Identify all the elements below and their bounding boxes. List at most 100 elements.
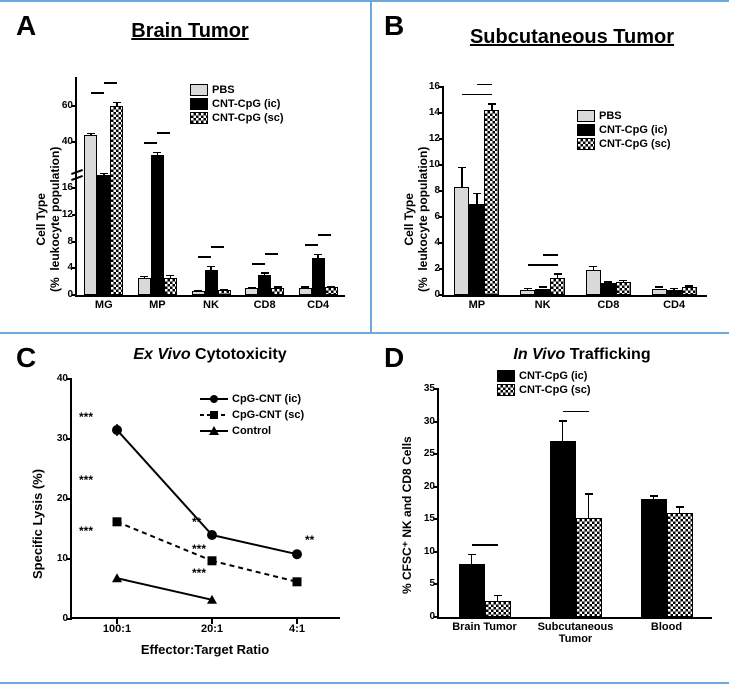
bar-pbs [652, 289, 667, 296]
cat-label: MG [77, 299, 131, 311]
line-swatch-square [200, 408, 228, 422]
legend-row-ic: CNT-CpG (ic) [190, 98, 284, 110]
panel-d-ylabel: % CFSC⁺ NK and CD8 Cells [400, 436, 414, 594]
legend-label: CNT-CpG (sc) [519, 384, 591, 396]
cat-label: Brain Tumor [439, 621, 530, 633]
bar-sc [667, 513, 693, 617]
bar-sc [485, 601, 511, 617]
swatch-sc [577, 138, 595, 150]
legend-row-sc: CNT-CpG (sc) [497, 384, 591, 396]
svg-text:***: *** [79, 524, 93, 538]
svg-text:***: *** [192, 566, 206, 580]
bar-sc [682, 287, 697, 295]
svg-text:***: *** [192, 542, 206, 556]
bar-sc [484, 110, 499, 295]
bar-pbs [192, 291, 205, 295]
cat-label: NK [510, 299, 576, 311]
bar-ic [550, 441, 576, 617]
svg-text:**: ** [192, 515, 202, 529]
swatch-ic [497, 370, 515, 382]
swatch-pbs [190, 84, 208, 96]
panel-d-legend: CNT-CpG (ic) CNT-CpG (sc) [497, 370, 591, 398]
panel-a: A Brain Tumor Cell Type(% leukocyte popu… [0, 2, 370, 332]
swatch-sc [190, 112, 208, 124]
bar-pbs [520, 290, 535, 295]
bar-pbs [138, 278, 151, 295]
panel-c-label: C [16, 342, 36, 374]
cat-label: Blood [621, 621, 712, 633]
legend-label: Control [232, 425, 271, 437]
legend-row-ic: CNT-CpG (ic) [497, 370, 591, 382]
panel-d-subtitle: In Vivo Trafficking [482, 346, 682, 364]
cat-label: CD4 [641, 299, 707, 311]
bar-ic [205, 270, 218, 295]
bar-pbs [245, 288, 258, 295]
legend-label: PBS [212, 84, 235, 96]
svg-text:***: *** [79, 473, 93, 487]
legend-label: CNT-CpG (ic) [212, 98, 280, 110]
cat-label: CD4 [291, 299, 345, 311]
panel-c-ylabel: Specific Lysis (%) [30, 469, 45, 579]
legend-label: PBS [599, 110, 622, 122]
bar-ic [459, 564, 485, 617]
bar-pbs [586, 270, 601, 295]
cat-label: CD8 [238, 299, 292, 311]
legend-row-ctrl: Control [200, 424, 304, 438]
line-swatch-triangle [200, 424, 228, 438]
panel-c-legend: CpG-CNT (ic) CpG-CNT (sc) Control [200, 392, 304, 440]
panel-d-plot: 05101520253035Brain TumorSubcutaneous Tu… [437, 389, 712, 619]
bar-pbs [299, 288, 312, 295]
bar-ic [151, 155, 164, 295]
bar-sc [271, 288, 284, 295]
bar-sc [616, 282, 631, 295]
bar-ic [469, 204, 484, 295]
bar-sc [218, 290, 231, 295]
panel-c-subtitle: Ex Vivo Cytotoxicity [100, 346, 320, 364]
swatch-sc [497, 384, 515, 396]
legend-row-sc: CNT-CpG (sc) [190, 112, 284, 124]
swatch-pbs [577, 110, 595, 122]
panel-b-legend: PBS CNT-CpG (ic) CNT-CpG (sc) [577, 110, 671, 152]
swatch-ic [577, 124, 595, 136]
legend-label: CpG-CNT (sc) [232, 409, 304, 421]
panel-a-label: A [16, 10, 36, 42]
svg-text:**: ** [305, 533, 315, 547]
bar-pbs [454, 187, 469, 295]
bar-sc [576, 518, 602, 617]
legend-label: CNT-CpG (ic) [599, 124, 667, 136]
bar-pbs [84, 135, 97, 295]
legend-label: CpG-CNT (ic) [232, 393, 301, 405]
cat-label: MP [444, 299, 510, 311]
bar-sc [550, 278, 565, 295]
legend-row-pbs: PBS [190, 84, 284, 96]
legend-row-sc: CpG-CNT (sc) [200, 408, 304, 422]
panel-a-title: Brain Tumor [90, 20, 290, 43]
legend-label: CNT-CpG (sc) [599, 138, 671, 150]
svg-text:***: *** [79, 410, 93, 424]
legend-label: CNT-CpG (ic) [519, 370, 587, 382]
line-swatch-circle [200, 392, 228, 406]
bar-ic [601, 283, 616, 295]
panel-a-legend: PBS CNT-CpG (ic) CNT-CpG (sc) [190, 84, 284, 126]
panel-b: B Subcutaneous Tumor Cell Type(% leukocy… [372, 2, 729, 332]
cat-label: MP [131, 299, 185, 311]
bar-ic [535, 289, 550, 296]
legend-row-ic: CpG-CNT (ic) [200, 392, 304, 406]
bar-ic [312, 258, 325, 295]
bar-ic [667, 290, 682, 295]
panel-c: C Ex Vivo Cytotoxicity Specific Lysis (%… [0, 334, 370, 686]
legend-row-sc: CNT-CpG (sc) [577, 138, 671, 150]
panel-d: D In Vivo Trafficking % CFSC⁺ NK and CD8… [372, 334, 729, 686]
cat-label: NK [184, 299, 238, 311]
legend-row-pbs: PBS [577, 110, 671, 122]
bar-sc [164, 278, 177, 295]
cat-label: Subcutaneous Tumor [530, 621, 621, 645]
legend-row-ic: CNT-CpG (ic) [577, 124, 671, 136]
cat-label: CD8 [576, 299, 642, 311]
legend-label: CNT-CpG (sc) [212, 112, 284, 124]
bar-sc [110, 106, 123, 295]
panel-b-title: Subcutaneous Tumor [442, 26, 702, 49]
swatch-ic [190, 98, 208, 110]
figure: A Brain Tumor Cell Type(% leukocyte popu… [0, 0, 729, 684]
panel-d-label: D [384, 342, 404, 374]
